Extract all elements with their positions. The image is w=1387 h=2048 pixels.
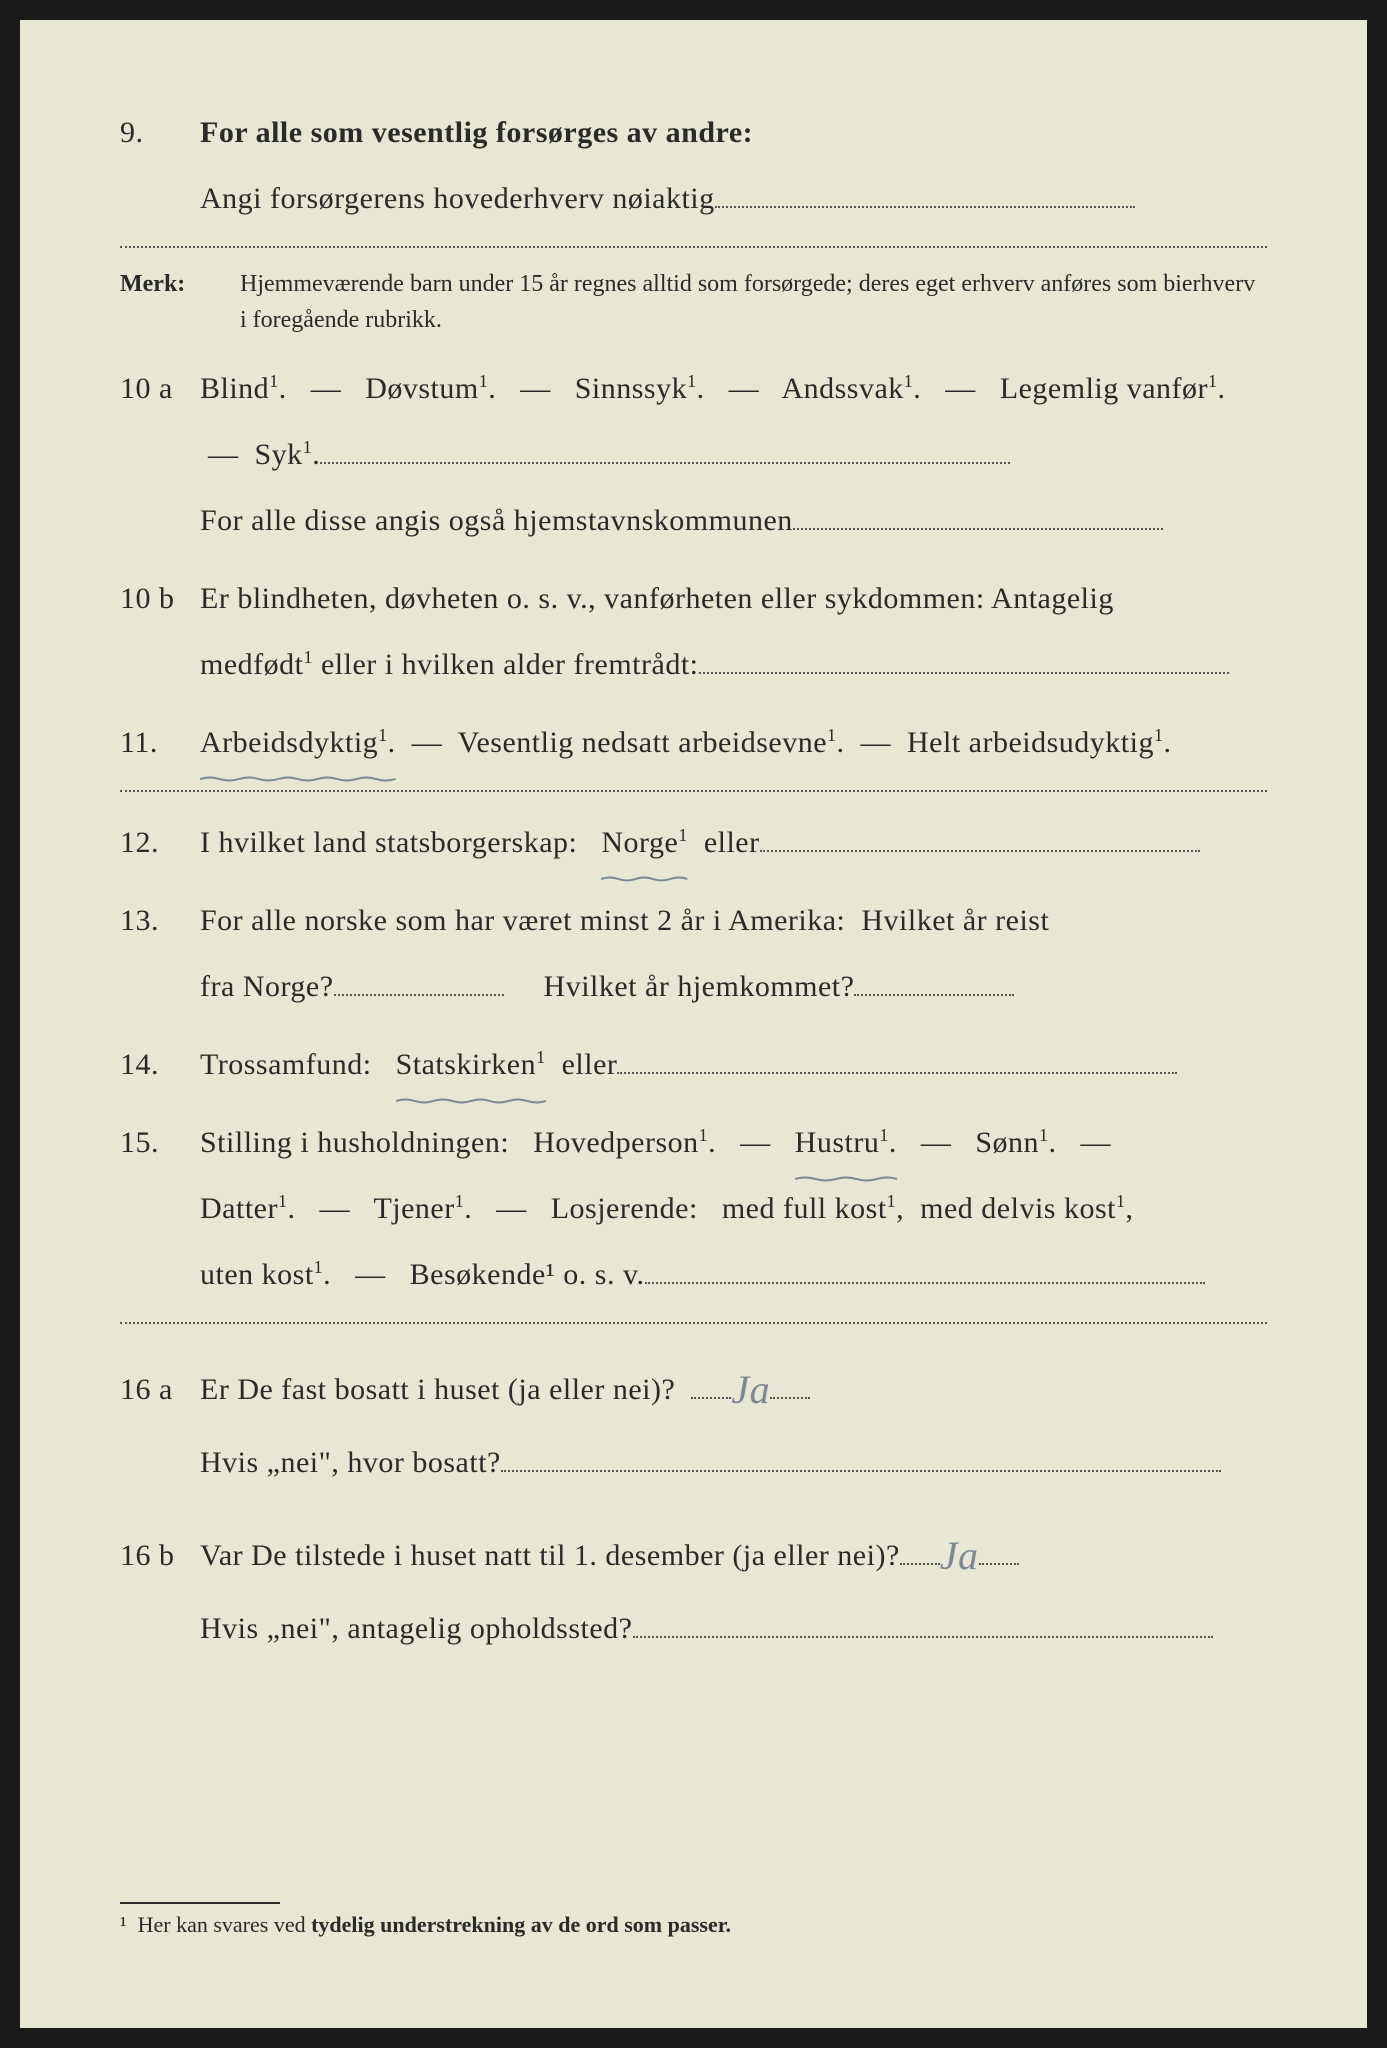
q14-blank [617,1072,1177,1074]
opt-blind: Blind1. [200,372,287,405]
q16b-body: Var De tilstede i huset natt til 1. dese… [200,1508,1267,1662]
q12-blank [760,850,1200,852]
opt-hustru: Hustru1. [795,1110,897,1176]
q10a-blank1 [320,462,1010,464]
opt-hovedperson: Hovedperson1. [533,1126,716,1159]
q16a-text1: Er De fast bosatt i huset (ja eller nei)… [200,1373,675,1406]
merk-note: Merk: Hjemmeværende barn under 15 år reg… [120,266,1267,338]
q12-post: eller [704,826,760,859]
q16a-body: Er De fast bosatt i huset (ja eller nei)… [200,1342,1267,1496]
opt-statskirken: Statskirken1 [396,1032,546,1098]
q13-blank1 [334,994,504,996]
opt-sinnssyk: Sinnssyk1. [575,372,705,405]
opt-dovstum: Døvstum1. [365,372,496,405]
question-11: 11. Arbeidsdyktig1. — Vesentlig nedsatt … [120,710,1267,776]
question-12: 12. I hvilket land statsborgerskap: Norg… [120,810,1267,876]
q11-body: Arbeidsdyktig1. — Vesentlig nedsatt arbe… [200,710,1267,776]
opt-legemlig: Legemlig vanfør1. [1000,372,1226,405]
q16b-text2: Hvis „nei", antagelig opholdssted? [200,1612,633,1645]
q14-pre: Trossamfund: [200,1048,372,1081]
q15-body: Stilling i husholdningen: Hovedperson1. … [200,1110,1267,1308]
wavy-underline-icon [396,1098,546,1104]
q16b-text1: Var De tilstede i huset natt til 1. dese… [200,1539,900,1572]
q15-number: 15. [120,1110,200,1176]
footnote: ¹ Her kan svares ved tydelig understrekn… [120,1902,731,1938]
q16b-blank-post [979,1563,1019,1565]
opt-uten-kost: uten kost1. [200,1258,331,1291]
q9-body: For alle som vesentlig forsørges av andr… [200,100,1267,232]
question-15: 15. Stilling i husholdningen: Hovedperso… [120,1110,1267,1308]
q16a-text2: Hvis „nei", hvor bosatt? [200,1446,501,1479]
q14-number: 14. [120,1032,200,1098]
q10b-body: Er blindheten, døvheten o. s. v., vanfør… [200,566,1267,698]
opt-arbeidsdyktig: Arbeidsdyktig1. [200,710,396,776]
q16a-number: 16 a [120,1357,200,1423]
q10a-body: Blind1. — Døvstum1. — Sinnssyk1. — Andss… [200,356,1267,554]
q10b-blank [699,672,1229,674]
question-14: 14. Trossamfund: Statskirken1 eller [120,1032,1267,1098]
q16a-answer: Ja [731,1367,770,1412]
opt-besokende: Besøkende¹ o. s. v. [410,1258,645,1291]
q16b-number: 16 b [120,1523,200,1589]
question-16a: 16 a Er De fast bosatt i huset (ja eller… [120,1342,1267,1496]
footnote-rule [120,1902,280,1904]
q13-blank2 [854,994,1014,996]
question-13: 13. For alle norske som har været minst … [120,888,1267,1020]
opt-udyktig: Helt arbeidsudyktig1. [907,726,1171,759]
q13-number: 13. [120,888,200,954]
divider-1 [120,246,1267,248]
q13-text2: Hvilket år hjemkommet? [544,970,855,1003]
q14-post: eller [562,1048,618,1081]
footnote-pre: Her kan svares ved [138,1912,312,1937]
q14-body: Trossamfund: Statskirken1 eller [200,1032,1267,1098]
divider-2 [120,790,1267,792]
wavy-underline-icon [200,776,396,782]
opt-norge: Norge1 [601,810,687,876]
q16a-blank2 [501,1470,1221,1472]
q9-number: 9. [120,100,200,166]
wavy-underline-icon [601,876,687,882]
q10b-number: 10 b [120,566,200,632]
merk-text: Hjemmeværende barn under 15 år regnes al… [240,266,1267,338]
divider-3 [120,1322,1267,1324]
q13-body: For alle norske som har været minst 2 år… [200,888,1267,1020]
opt-full-kost: med full kost1, [722,1192,904,1225]
opt-datter: Datter1. [200,1192,295,1225]
q9-line2: Angi forsørgerens hovederhverv nøiaktig [200,182,715,215]
q16a-blank-pre [691,1397,731,1399]
opt-delvis-kost: med delvis kost1, [920,1192,1133,1225]
q11-number: 11. [120,710,200,776]
document-page: 9. For alle som vesentlig forsørges av a… [20,20,1367,2028]
opt-sonn: Sønn1. [975,1126,1056,1159]
opt-syk: Syk1. [255,438,321,471]
footnote-bold: tydelig understrekning av de ord som pas… [311,1912,731,1937]
q9-line1: For alle som vesentlig forsørges av andr… [200,116,753,149]
q10a-line2: For alle disse angis også hjemstavnskomm… [200,504,793,537]
q15-pre: Stilling i husholdningen: [200,1126,509,1159]
q16b-blank2 [633,1636,1213,1638]
losjerende-label: Losjerende: [551,1192,698,1225]
q10a-blank2 [793,528,1163,530]
q16b-blank-pre [900,1563,940,1565]
opt-andssvak: Andssvak1. [781,372,921,405]
q10a-number: 10 a [120,356,200,422]
footnote-marker: ¹ [120,1912,127,1937]
opt-tjener: Tjener1. [373,1192,472,1225]
wavy-underline-icon [795,1176,897,1182]
q12-body: I hvilket land statsborgerskap: Norge1 e… [200,810,1267,876]
q15-blank [645,1282,1205,1284]
q16a-blank-post [770,1397,810,1399]
question-16b: 16 b Var De tilstede i huset natt til 1.… [120,1508,1267,1662]
question-10b: 10 b Er blindheten, døvheten o. s. v., v… [120,566,1267,698]
q16b-answer: Ja [940,1533,979,1578]
question-10a: 10 a Blind1. — Døvstum1. — Sinnssyk1. — … [120,356,1267,554]
question-9: 9. For alle som vesentlig forsørges av a… [120,100,1267,232]
merk-label: Merk: [120,266,240,302]
q12-pre: I hvilket land statsborgerskap: [200,826,577,859]
q12-number: 12. [120,810,200,876]
q9-blank [715,206,1135,208]
opt-nedsatt: Vesentlig nedsatt arbeidsevne1. [458,726,845,759]
